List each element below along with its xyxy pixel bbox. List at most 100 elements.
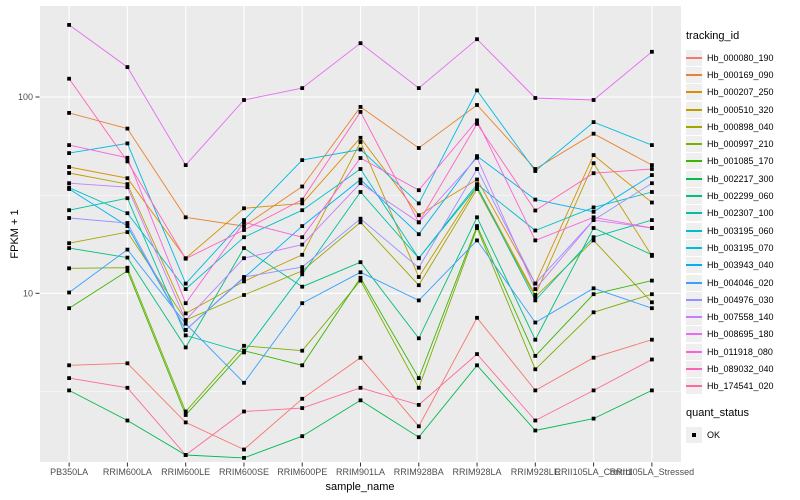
legend-line-sample (686, 350, 702, 353)
data-point-marker (416, 403, 421, 407)
data-point-marker (183, 413, 188, 417)
data-point-marker (650, 218, 654, 222)
data-point-marker (183, 311, 188, 316)
data-point-marker (475, 177, 479, 182)
data-point-marker (650, 190, 654, 194)
legend-key-swatch (686, 360, 702, 377)
data-point-marker (67, 187, 71, 191)
data-point-marker (533, 169, 538, 173)
x-axis-title: sample_name (325, 481, 395, 493)
legend-key-swatch (686, 170, 702, 187)
data-point-marker (591, 286, 596, 291)
data-point-marker (358, 177, 363, 182)
data-point-marker (358, 110, 363, 114)
legend-entry-Hb_011918_080: Hb_011918_080 (686, 343, 798, 360)
legend-entry-Hb_000510_320: Hb_000510_320 (686, 101, 798, 118)
data-point-marker (183, 345, 188, 350)
legend-entry-quant-OK: OK (686, 426, 798, 443)
x-tick-label: RRIM928LA (453, 467, 502, 477)
legend-entry-Hb_004046_020: Hb_004046_020 (686, 274, 798, 291)
data-point-marker (533, 287, 538, 291)
data-point-marker (67, 143, 71, 147)
data-point-marker (416, 376, 421, 380)
legend-key-swatch (686, 426, 702, 443)
data-point-marker (591, 120, 596, 124)
data-point-marker (242, 98, 246, 102)
data-point-marker (650, 357, 654, 362)
data-point-marker (591, 310, 596, 315)
data-point-marker (125, 185, 130, 190)
legend-entry-label: Hb_007558_140 (707, 312, 774, 323)
data-point-marker (125, 255, 130, 260)
legend-entry-label: Hb_011918_080 (707, 346, 773, 357)
data-point-marker (591, 226, 596, 230)
data-point-marker (183, 281, 188, 286)
data-point-marker (300, 242, 305, 247)
legend-entry-label: Hb_174541_020 (707, 381, 774, 392)
legend-entry-Hb_004976_030: Hb_004976_030 (686, 291, 798, 308)
data-point-marker (242, 256, 246, 261)
legend-entry-label: Hb_004976_030 (707, 294, 774, 305)
legend-line-sample (686, 177, 702, 180)
data-point-marker (358, 260, 363, 265)
legend-entry-Hb_174541_020: Hb_174541_020 (686, 378, 798, 395)
data-point-marker (416, 435, 421, 440)
data-point-marker (591, 153, 596, 157)
data-point-marker (67, 165, 71, 169)
legend-key-swatch (686, 118, 702, 135)
data-point-marker (358, 190, 363, 194)
data-point-marker (67, 216, 71, 220)
data-point-marker (533, 197, 538, 202)
legend-line-sample (686, 316, 702, 319)
data-point-marker (125, 230, 130, 234)
legend-line-sample (686, 56, 702, 59)
legend-line-sample (686, 246, 702, 249)
data-point-marker (242, 380, 246, 385)
legend-entry-label: Hb_003195_070 (707, 242, 774, 253)
data-point-marker (533, 428, 538, 433)
data-point-marker (650, 278, 654, 283)
data-point-marker (125, 247, 130, 252)
data-point-marker (358, 398, 363, 403)
data-point-marker (125, 141, 130, 146)
data-point-marker (591, 238, 596, 243)
legend-entry-label: Hb_001085_170 (707, 156, 774, 167)
data-point-marker (242, 235, 246, 240)
legend-entry-Hb_000207_250: Hb_000207_250 (686, 84, 798, 101)
data-point-marker (358, 105, 363, 109)
legend-key-swatch (686, 309, 702, 326)
data-point-marker (242, 224, 246, 228)
data-point-marker (358, 275, 363, 280)
legend-entry-Hb_001085_170: Hb_001085_170 (686, 153, 798, 170)
data-point-marker (67, 363, 71, 368)
data-point-marker (358, 220, 363, 225)
legend-key-swatch (686, 378, 702, 395)
data-point-marker (125, 361, 130, 366)
data-point-marker (650, 252, 654, 257)
legend-entry-label: OK (707, 429, 721, 440)
data-point-marker (533, 337, 538, 342)
data-point-marker (533, 228, 538, 233)
legend-key-swatch (686, 153, 702, 170)
data-point-marker (533, 354, 538, 358)
data-point-marker (242, 206, 246, 211)
y-tick-label: 100 (18, 92, 33, 102)
data-point-marker (533, 367, 538, 372)
legend-title-quant-status: quant_status (686, 406, 749, 419)
data-point-marker (533, 298, 538, 303)
data-point-marker (475, 182, 479, 186)
data-point-marker (533, 167, 538, 171)
data-point-marker (67, 246, 71, 250)
legend-key-swatch (686, 84, 702, 101)
data-point-marker (650, 181, 654, 186)
data-point-marker (475, 363, 479, 368)
data-point-marker (416, 86, 421, 90)
data-point-marker (242, 350, 246, 355)
data-point-marker (125, 265, 130, 270)
data-point-marker (183, 287, 188, 291)
legend-entry-Hb_008695_180: Hb_008695_180 (686, 326, 798, 343)
data-point-marker (67, 171, 71, 175)
legend-key-swatch (686, 205, 702, 222)
data-point-marker (300, 406, 305, 410)
